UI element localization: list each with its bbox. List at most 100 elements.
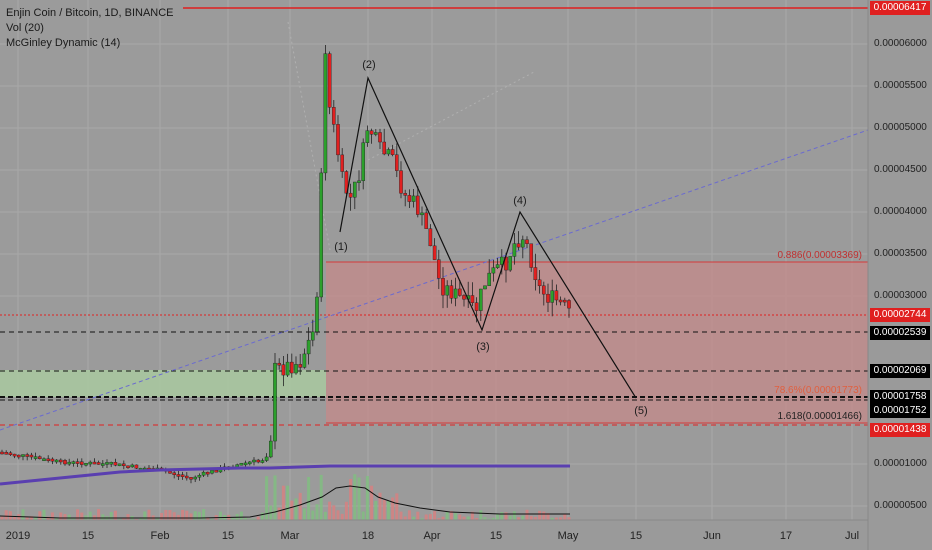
candle-body[interactable] — [84, 463, 88, 466]
candle-body[interactable] — [33, 456, 38, 459]
candle-body[interactable] — [336, 124, 340, 156]
candle-body[interactable] — [445, 285, 450, 296]
candle-body[interactable] — [79, 461, 84, 465]
candle-body[interactable] — [348, 192, 353, 198]
trend-line-faint[interactable] — [287, 21, 331, 251]
candle-body[interactable] — [210, 470, 214, 474]
candle-body[interactable] — [403, 193, 408, 196]
candle-body[interactable] — [437, 259, 441, 279]
candle-body[interactable] — [525, 239, 529, 244]
candle-body[interactable] — [315, 296, 319, 333]
candle-body[interactable] — [374, 132, 378, 135]
candle-body[interactable] — [311, 331, 315, 341]
candle-body[interactable] — [277, 362, 282, 366]
symbol-title[interactable]: Enjin Coin / Bitcoin, 1D, BINANCE — [6, 7, 174, 19]
candle-body[interactable] — [323, 53, 328, 174]
candle-body[interactable] — [8, 452, 13, 456]
candle-body[interactable] — [134, 464, 139, 469]
candle-body[interactable] — [453, 288, 458, 299]
candle-body[interactable] — [563, 299, 567, 303]
candle-body[interactable] — [386, 149, 391, 155]
candle-body[interactable] — [340, 154, 345, 172]
candle-body[interactable] — [420, 212, 424, 216]
candle-body[interactable] — [273, 362, 277, 442]
candle-body[interactable] — [239, 462, 244, 466]
volume-indicator-label[interactable]: Vol (20) — [6, 22, 44, 34]
candle-body[interactable] — [361, 142, 366, 181]
candle-body[interactable] — [516, 243, 521, 248]
candle-body[interactable] — [25, 454, 30, 457]
candle-body[interactable] — [256, 459, 261, 463]
candle-body[interactable] — [172, 472, 177, 475]
candle-body[interactable] — [474, 302, 479, 311]
candle-body[interactable] — [369, 130, 374, 135]
trend-line-blue[interactable] — [0, 129, 869, 431]
candle-body[interactable] — [189, 477, 193, 480]
candle-body[interactable] — [537, 279, 542, 287]
candle-body[interactable] — [201, 471, 206, 476]
candle-body[interactable] — [479, 288, 483, 311]
candle-body[interactable] — [4, 452, 8, 455]
candle-body[interactable] — [395, 154, 399, 171]
candle-body[interactable] — [332, 107, 336, 125]
mcginley-dynamic-line[interactable] — [0, 464, 570, 486]
candle-body[interactable] — [59, 459, 63, 463]
candle-body[interactable] — [96, 462, 101, 465]
candle-body[interactable] — [302, 353, 307, 368]
bullish-zone[interactable] — [0, 370, 326, 397]
candle-body[interactable] — [285, 361, 290, 376]
bearish-zone[interactable] — [326, 262, 868, 423]
candle-body[interactable] — [353, 181, 357, 198]
candle-body[interactable] — [214, 470, 219, 473]
candle-body[interactable] — [117, 463, 122, 467]
candle-body[interactable] — [558, 299, 563, 303]
candle-body[interactable] — [17, 454, 21, 458]
candle-body[interactable] — [67, 461, 71, 465]
candle-body[interactable] — [470, 295, 475, 303]
candle-body[interactable] — [290, 361, 294, 374]
candle-body[interactable] — [424, 212, 429, 229]
candle-body[interactable] — [357, 180, 361, 183]
candle-body[interactable] — [327, 53, 332, 108]
candle-body[interactable] — [21, 454, 25, 457]
elliott-wave-lines[interactable] — [339, 76, 637, 399]
candle-body[interactable] — [260, 460, 265, 463]
candle-body[interactable] — [130, 464, 135, 468]
candle-body[interactable] — [407, 195, 412, 202]
candle-body[interactable] — [483, 285, 487, 290]
candle-body[interactable] — [462, 295, 466, 300]
candle-body[interactable] — [521, 239, 525, 248]
candle-body[interactable] — [121, 463, 126, 467]
candle-body[interactable] — [495, 264, 500, 268]
candle-body[interactable] — [168, 471, 172, 474]
candle-body[interactable] — [390, 149, 395, 155]
candle-body[interactable] — [411, 195, 416, 202]
candle-body[interactable] — [441, 278, 445, 296]
candle-body[interactable] — [378, 132, 382, 143]
candle-body[interactable] — [269, 440, 273, 458]
candle-body[interactable] — [180, 474, 185, 477]
candle-body[interactable] — [554, 290, 559, 301]
candle-body[interactable] — [416, 195, 420, 215]
candle-body[interactable] — [298, 364, 303, 368]
candle-body[interactable] — [365, 130, 370, 143]
candle-body[interactable] — [529, 243, 533, 268]
candle-body[interactable] — [252, 459, 256, 463]
candle-body[interactable] — [42, 458, 46, 461]
candle-body[interactable] — [432, 245, 437, 260]
candle-body[interactable] — [50, 458, 55, 462]
candle-body[interactable] — [205, 471, 210, 475]
candle-body[interactable] — [243, 462, 248, 466]
candle-body[interactable] — [344, 171, 349, 194]
candle-body[interactable] — [264, 456, 269, 461]
candle-body[interactable] — [71, 461, 76, 464]
candle-body[interactable] — [105, 462, 109, 465]
candle-body[interactable] — [29, 454, 34, 458]
candle-body[interactable] — [500, 256, 504, 265]
candle-body[interactable] — [533, 267, 538, 281]
candle-body[interactable] — [550, 290, 554, 303]
candle-body[interactable] — [542, 285, 546, 295]
candle-body[interactable] — [382, 141, 387, 155]
candle-body[interactable] — [88, 461, 92, 465]
